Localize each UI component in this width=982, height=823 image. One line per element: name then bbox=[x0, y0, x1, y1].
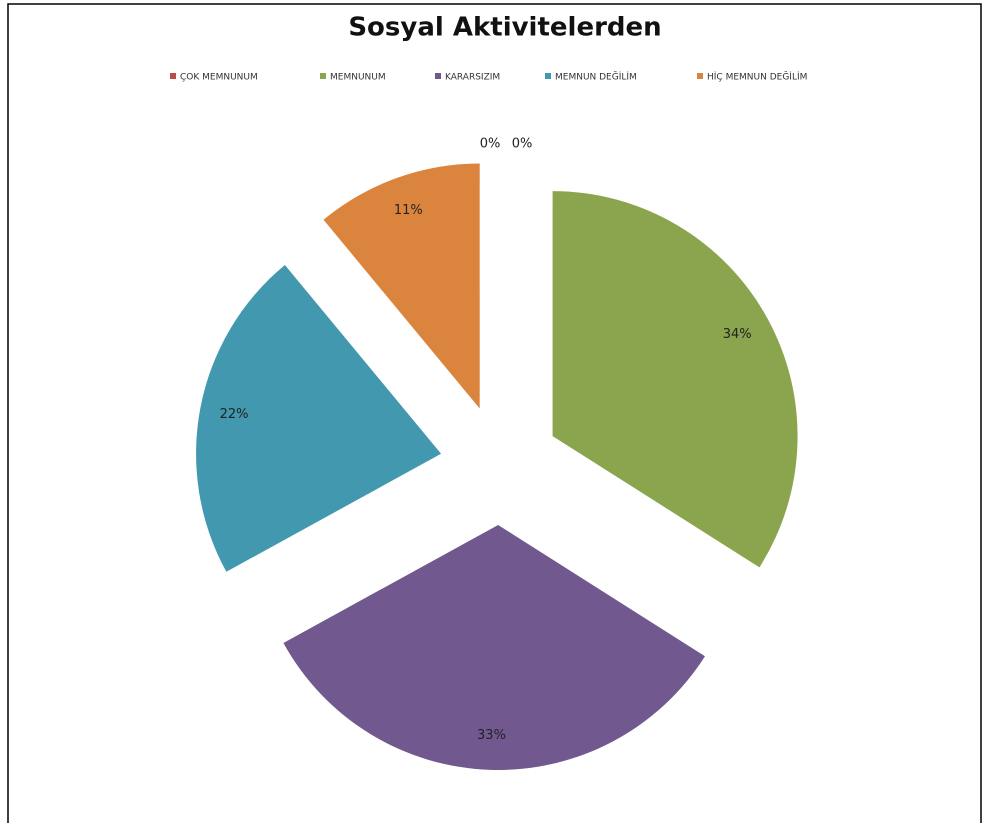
data-label: 34% bbox=[723, 327, 752, 342]
legend-swatch bbox=[320, 73, 326, 79]
pie-slice bbox=[196, 264, 442, 572]
pie-slice bbox=[323, 163, 480, 409]
data-label: 0% bbox=[512, 137, 533, 152]
legend-swatch bbox=[545, 73, 551, 79]
pie-slice bbox=[283, 524, 705, 770]
data-label: 11% bbox=[394, 203, 423, 218]
data-label: 22% bbox=[220, 407, 249, 422]
legend-swatch bbox=[170, 73, 176, 79]
data-label: 33% bbox=[477, 728, 506, 743]
legend-swatch bbox=[697, 73, 703, 79]
pie-slice bbox=[552, 191, 798, 568]
legend-swatch bbox=[435, 73, 441, 79]
chart-title: Sosyal Aktivitelerden bbox=[348, 13, 661, 43]
legend-label: KARARSIZIM bbox=[445, 73, 500, 83]
data-label: 0% bbox=[480, 137, 501, 152]
legend-label: ÇOK MEMNUNUM bbox=[180, 73, 258, 83]
legend-label: MEMNUN DEĞİLİM bbox=[555, 71, 637, 83]
legend-label: MEMNUNUM bbox=[330, 73, 386, 83]
legend-label: HİÇ MEMNUN DEĞİLİM bbox=[707, 71, 807, 83]
